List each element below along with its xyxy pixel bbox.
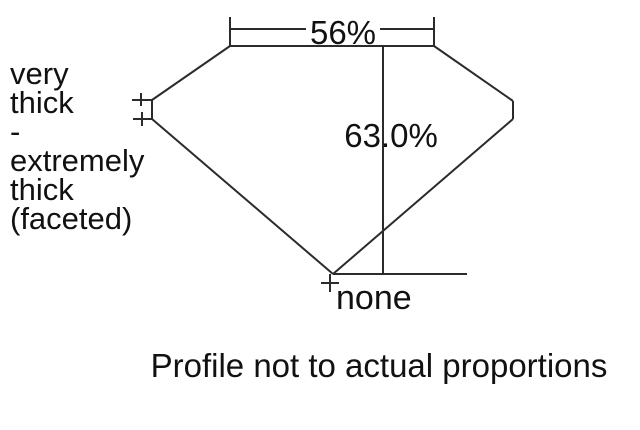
girdle-thickness-label: very thick - extremely thick (faceted) — [10, 56, 145, 236]
crown-right-line — [433, 45, 514, 102]
total-depth-label: 63.0% — [344, 117, 438, 154]
pavilion-left-line — [151, 118, 334, 275]
drawing-lines — [132, 17, 514, 292]
profile-disclaimer-caption: Profile not to actual proportions — [150, 347, 608, 384]
culet-size-label: none — [336, 279, 412, 317]
table-size-label: 56% — [309, 14, 377, 51]
crown-left-line — [151, 45, 231, 101]
pavilion-right-line — [332, 118, 514, 275]
